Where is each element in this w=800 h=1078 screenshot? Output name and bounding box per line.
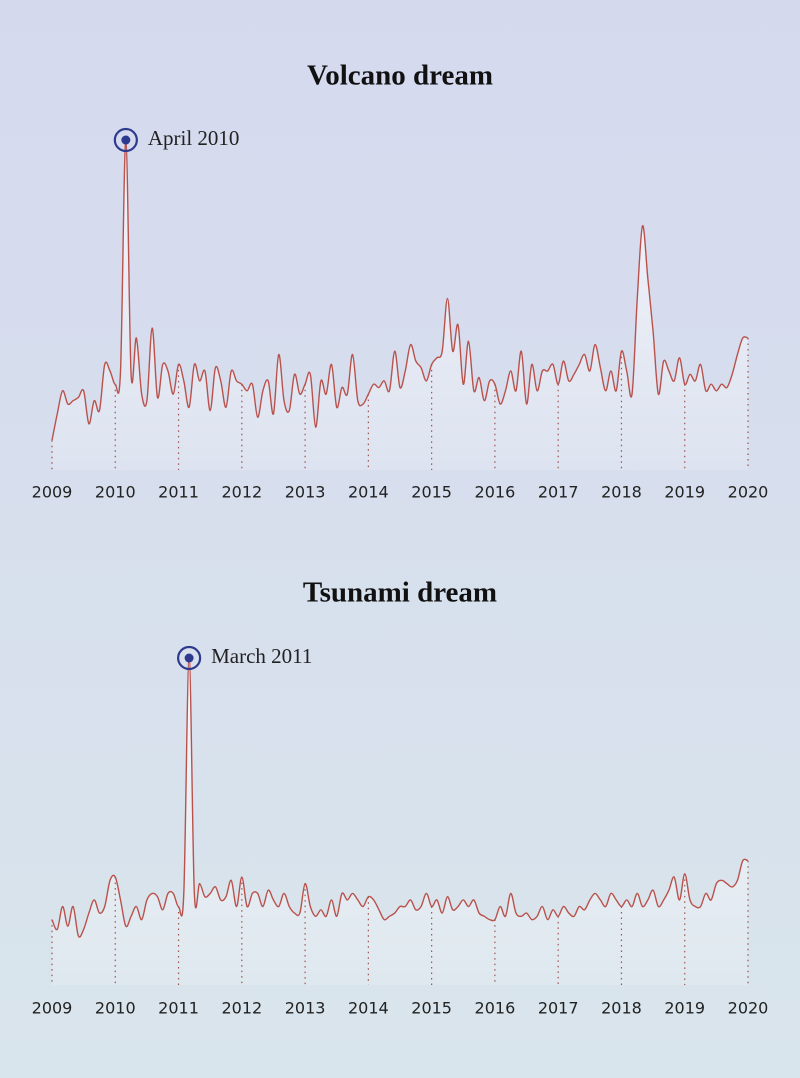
peak-dot [121, 135, 131, 145]
x-tick-label: 2010 [95, 999, 136, 1018]
x-tick-label: 2017 [538, 999, 579, 1018]
annotation: March 2011 [211, 644, 312, 668]
x-tick-label: 2011 [158, 999, 199, 1018]
annotation: April 2010 [148, 126, 240, 150]
x-tick-label: 2013 [285, 999, 326, 1018]
x-tick-label: 2019 [664, 483, 705, 502]
x-tick-label: 2017 [538, 483, 579, 502]
x-tick-label: 2012 [221, 483, 262, 502]
x-tick-label: 2018 [601, 999, 642, 1018]
x-tick-label: 2015 [411, 483, 452, 502]
x-tick-label: 2014 [348, 999, 389, 1018]
x-tick-label: 2013 [285, 483, 326, 502]
x-tick-label: 2009 [32, 483, 73, 502]
x-tick-label: 2012 [221, 999, 262, 1018]
x-tick-label: 2016 [475, 483, 516, 502]
chart-title: Volcano dream [307, 60, 493, 92]
x-tick-label: 2014 [348, 483, 389, 502]
peak-dot [184, 653, 194, 663]
x-tick-label: 2020 [728, 999, 769, 1018]
peak-ring [113, 127, 138, 153]
x-tick-label: 2009 [32, 999, 73, 1018]
x-tick-label: 2010 [95, 483, 136, 502]
x-tick-label: 2011 [158, 483, 199, 502]
x-tick-label: 2020 [728, 483, 769, 502]
line [51, 657, 749, 938]
chart-title: Tsunami dream [303, 577, 497, 609]
area [52, 658, 748, 985]
x-tick-label: 2015 [411, 999, 452, 1018]
area [52, 139, 748, 470]
x-tick-label: 2019 [664, 999, 705, 1018]
line [51, 139, 749, 441]
x-tick-label: 2018 [601, 483, 642, 502]
x-tick-label: 2016 [475, 999, 516, 1018]
peak-ring [177, 645, 202, 671]
